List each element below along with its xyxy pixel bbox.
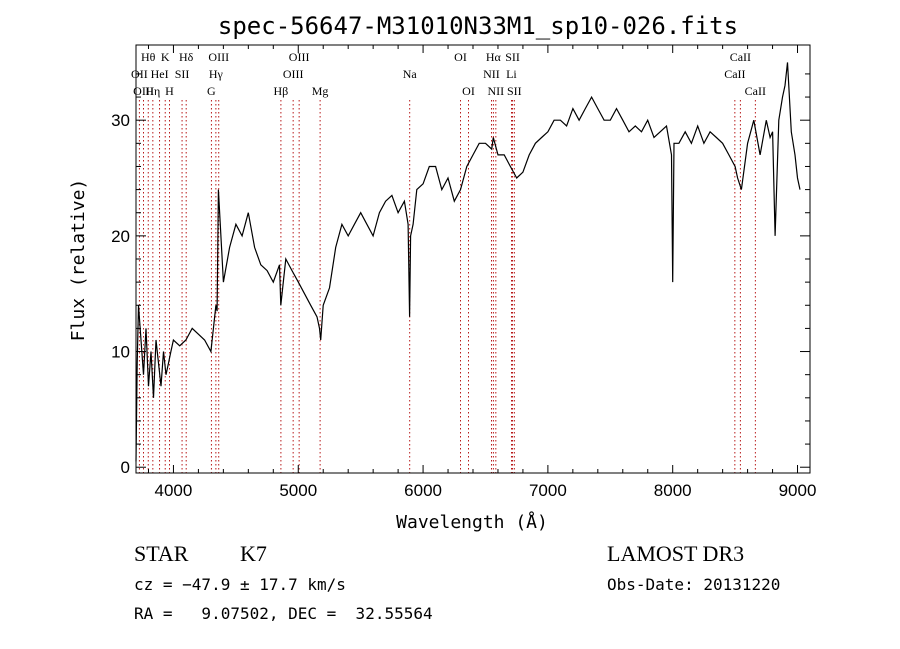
y-tick-label: 20 <box>111 227 130 246</box>
line-marker-label: NII <box>488 84 505 98</box>
x-tick-label: 9000 <box>779 481 817 500</box>
sky-coordinates: RA = 9.07502, DEC = 32.55564 <box>134 604 433 623</box>
line-marker-label: Hα <box>486 50 502 64</box>
y-tick-label: 30 <box>111 111 130 130</box>
line-marker-label: HeI <box>151 67 169 81</box>
line-marker-label: OIII <box>133 84 154 98</box>
survey-name: LAMOST DR3 <box>607 541 744 566</box>
y-tick-label: 0 <box>121 458 130 477</box>
line-marker-label: NII <box>483 67 500 81</box>
line-marker-label: OI <box>462 84 475 98</box>
line-marker-label: CaII <box>730 50 751 64</box>
line-marker-label: SII <box>175 67 190 81</box>
observation-date: Obs-Date: 20131220 <box>607 575 780 594</box>
line-marker-label: K <box>161 50 170 64</box>
line-marker-label: OIII <box>283 67 304 81</box>
line-marker-label: Hγ <box>209 67 224 81</box>
x-tick-label: 4000 <box>155 481 193 500</box>
line-marker-label: Hθ <box>141 50 156 64</box>
line-marker-label: SII <box>507 84 522 98</box>
object-class: STAR <box>134 541 189 566</box>
x-axis: 4000 5000 6000 7000 8000 9000 <box>147 45 817 500</box>
line-marker-label: Hβ <box>274 84 289 98</box>
line-marker-label: OI <box>454 50 467 64</box>
x-tick-label: 8000 <box>654 481 692 500</box>
line-marker-label: Mg <box>312 84 329 98</box>
plot-frame <box>135 44 811 474</box>
line-marker-label: Hδ <box>179 50 194 64</box>
spectral-subclass: K7 <box>240 541 267 566</box>
spectrum-line <box>135 62 801 462</box>
line-marker-label: CaII <box>745 84 766 98</box>
line-marker-label: Li <box>506 67 517 81</box>
line-marker-label: CaII <box>724 67 745 81</box>
line-marker-label: Hη <box>145 84 160 98</box>
line-marker-label: OIII <box>289 50 310 64</box>
y-axis: 0 10 20 30 <box>111 73 810 477</box>
y-axis-label: Flux (relative) <box>68 179 89 342</box>
y-tick-label: 10 <box>111 343 130 362</box>
line-marker-label: H <box>165 84 174 98</box>
x-axis-label: Wavelength (Å) <box>396 511 548 533</box>
x-tick-label: 5000 <box>279 481 317 500</box>
x-tick-label: 6000 <box>404 481 442 500</box>
x-tick-label: 7000 <box>529 481 567 500</box>
redshift-velocity: cz = −47.9 ± 17.7 km/s <box>134 575 346 594</box>
line-marker-label: Na <box>403 67 418 81</box>
line-marker-label: SII <box>505 50 520 64</box>
line-marker-label: OIII <box>208 50 229 64</box>
chart-title: spec-56647-M31010N33M1_sp10-026.fits <box>218 12 738 40</box>
line-marker-label: G <box>207 84 216 98</box>
